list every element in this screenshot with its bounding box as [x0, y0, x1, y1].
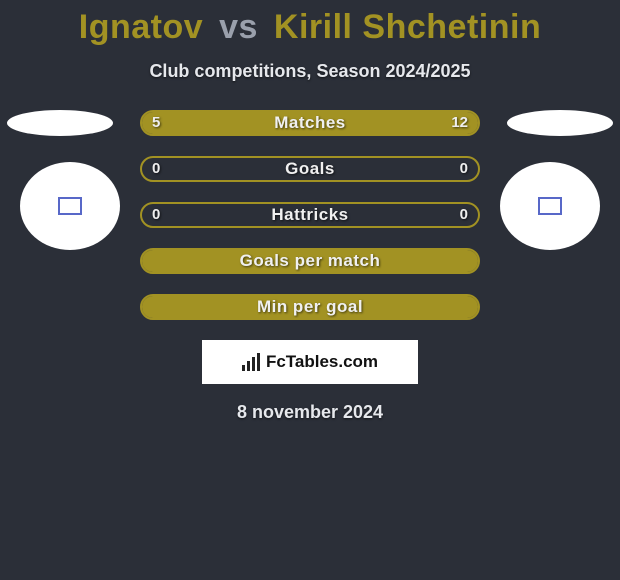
stat-bar: 00Goals [140, 156, 480, 182]
player1-name: Ignatov [79, 8, 203, 46]
stat-label: Matches [142, 112, 478, 134]
vs-separator: vs [219, 8, 258, 46]
stat-label: Goals per match [142, 250, 478, 272]
stat-bar: 512Matches [140, 110, 480, 136]
snapshot-date: 8 november 2024 [0, 402, 620, 423]
decor-oval-right [507, 110, 613, 136]
player2-avatar [500, 162, 600, 250]
source-logo: FcTables.com [202, 340, 418, 384]
player2-name: Kirill Shchetinin [274, 8, 541, 46]
stat-bar: 00Hattricks [140, 202, 480, 228]
logo-text: FcTables.com [266, 352, 378, 372]
stat-label: Min per goal [142, 296, 478, 318]
shirt-icon [538, 197, 562, 215]
subtitle: Club competitions, Season 2024/2025 [0, 61, 620, 82]
stat-label: Hattricks [142, 204, 478, 226]
player1-avatar [20, 162, 120, 250]
stats-bars: 512Matches 00Goals 00Hattricks Goals per ma… [140, 110, 480, 320]
shirt-icon [58, 197, 82, 215]
comparison-title: Ignatov vs Kirill Shchetinin [0, 8, 620, 47]
decor-oval-left [7, 110, 113, 136]
stat-bar: Min per goal [140, 294, 480, 320]
stats-arena: 512Matches 00Goals 00Hattricks Goals per ma… [0, 110, 620, 320]
stat-bar: Goals per match [140, 248, 480, 274]
chart-icon [242, 353, 260, 371]
stat-label: Goals [142, 158, 478, 180]
